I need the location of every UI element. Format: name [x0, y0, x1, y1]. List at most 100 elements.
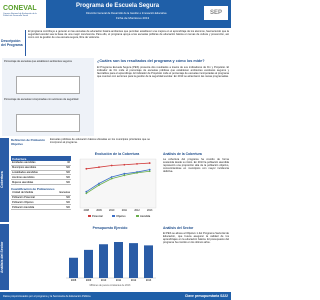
- point: [136, 163, 138, 165]
- cov-tables: Cobertura Entidades atendidas 32 Municipio…: [11, 156, 71, 220]
- point: [110, 164, 113, 167]
- chart-title: Evolución de la Cobertura: [95, 152, 141, 156]
- logo-text: CONEVAL: [3, 5, 37, 12]
- point: [98, 182, 100, 185]
- legend-swatch: [136, 215, 139, 217]
- footer: Datos proporcionados por el programa y l…: [0, 292, 231, 300]
- series-line: [86, 162, 150, 170]
- indicator-1: Porcentaje de escuelas que establecen am…: [4, 60, 72, 63]
- table-cell: ND: [50, 199, 71, 206]
- legend-label: Atendida: [140, 214, 151, 218]
- quant-title: Cuantificación de Poblaciones: [11, 186, 55, 191]
- coverage-table: Entidades atendidas 32 Municipios atendido…: [11, 161, 71, 185]
- table-title: Cobertura: [11, 156, 71, 161]
- x-tick-label: 2008: [71, 279, 77, 282]
- chart-note: Millones de pesos constantes de 2013: [90, 284, 131, 287]
- table-cell: ND: [60, 170, 71, 176]
- coverage-chart: Evolución de la Cobertura 2008 2009 2010 201…: [79, 152, 157, 218]
- sep-logo: SEP: [204, 6, 228, 20]
- table-row: Unidad de Medida Escuelas: [11, 190, 71, 196]
- point: [85, 192, 88, 195]
- results-heading: ¿Cuáles son los resultados del programa …: [97, 59, 205, 63]
- bar: [69, 257, 78, 278]
- logo-sub: Consejo Nacional de Evaluación de la Pol…: [3, 13, 37, 17]
- table-cell: Localidades atendidas: [11, 170, 61, 176]
- header: Programa de Escuela Segura Dirección Gen…: [46, 0, 231, 28]
- strip: Análisis del Sector: [0, 224, 9, 290]
- table-cell: Municipios atendidos: [11, 165, 61, 171]
- title: Programa de Escuela Segura: [76, 3, 160, 9]
- table-cell: ND: [50, 195, 71, 201]
- x-tick-label: 2011: [122, 209, 128, 212]
- quant-table: Unidad de Medida Escuelas Población Potenc…: [11, 190, 71, 211]
- table-cell: Población Atendida: [11, 204, 51, 211]
- budget-chart: Presupuesto Ejercido 2008 2009 2010 2011 2012…: [66, 226, 156, 287]
- sector-text: El PES se alinea al Objetivo 1 del Progr…: [163, 232, 229, 245]
- point: [123, 172, 126, 175]
- table-cell: Mujeres atendidas: [11, 179, 61, 185]
- point: [123, 174, 126, 177]
- legend-label: Potencial: [92, 214, 103, 218]
- desc-label: Descripción del Programa: [1, 39, 23, 47]
- table-row: Hombres atendidos ND: [11, 174, 71, 181]
- bar: [144, 245, 153, 278]
- x-tick-label: 2008: [84, 209, 90, 212]
- def-text: Escuelas públicas de educación básica ub…: [50, 138, 150, 145]
- table-row: Población Potencial ND: [11, 195, 71, 201]
- x-tick-label: 2009: [96, 209, 102, 212]
- series-line: [86, 170, 150, 194]
- ind-chart: [16, 114, 80, 132]
- ind-chart: [16, 76, 80, 94]
- x-tick-label: 2011: [116, 279, 122, 282]
- table-cell: ND: [60, 174, 71, 181]
- series-line: [86, 169, 150, 193]
- table-cell: Hombres atendidos: [11, 174, 61, 181]
- plot-area: [79, 158, 157, 209]
- point: [148, 168, 151, 171]
- point: [98, 166, 100, 169]
- point: [123, 163, 126, 166]
- point: [136, 171, 138, 174]
- desc-text: El programa contribuye a generar en las …: [25, 30, 229, 56]
- sector-title: Análisis del Sector: [163, 226, 194, 230]
- period: Ficha de Monitoreo 2013: [116, 16, 150, 20]
- bar: [114, 242, 123, 278]
- point: [110, 176, 113, 178]
- table-cell: Escuelas: [50, 190, 71, 196]
- table-row: Mujeres atendidas ND: [11, 179, 71, 185]
- bar: [129, 243, 138, 278]
- analysis-title: Análisis de la Cobertura: [163, 152, 202, 156]
- chart-title: Presupuesto Ejercido: [93, 226, 128, 230]
- subtitle: Dirección General de Desarrollo de la Ge…: [86, 12, 167, 15]
- table-cell: ND: [60, 165, 71, 171]
- x-tick-label: 2013: [146, 279, 152, 282]
- page: CONEVAL Consejo Nacional de Evaluación d…: [0, 0, 231, 300]
- table-cell: ND: [60, 179, 71, 185]
- point: [98, 184, 100, 187]
- analysis-text: La cobertura del programa ha crecido de …: [163, 158, 229, 174]
- table-row: Entidades atendidas 32: [11, 161, 71, 166]
- x-tick-label: 2010: [101, 279, 107, 282]
- bar: [99, 244, 108, 278]
- table-cell: Unidad de Medida: [11, 190, 51, 196]
- table-cell: ND: [50, 204, 71, 211]
- point: [148, 170, 151, 173]
- table-cell: Población Potencial: [11, 195, 51, 201]
- x-tick-label: 2009: [86, 279, 92, 282]
- bar: [84, 249, 93, 278]
- table-cell: Población Objetivo: [11, 199, 51, 206]
- strip: Cobertura: [0, 138, 9, 222]
- x-tick-label: 2012: [134, 209, 140, 212]
- point: [110, 177, 113, 180]
- table-cell: Entidades atendidas: [11, 161, 61, 166]
- x-tick-label: 2013: [147, 209, 153, 212]
- indicators: Porcentaje de escuelas que establecen am…: [2, 58, 94, 136]
- indicator-2: Porcentaje de escuelas incorporadas con …: [4, 98, 79, 101]
- legend-swatch: [112, 215, 115, 217]
- footer-right: Clave presupuestaria S222: [184, 294, 228, 298]
- x-tick-label: 2012: [131, 279, 137, 282]
- point: [85, 190, 88, 193]
- legend-swatch: [88, 215, 91, 217]
- table-row: Población Atendida ND: [11, 204, 71, 211]
- point: [148, 162, 151, 164]
